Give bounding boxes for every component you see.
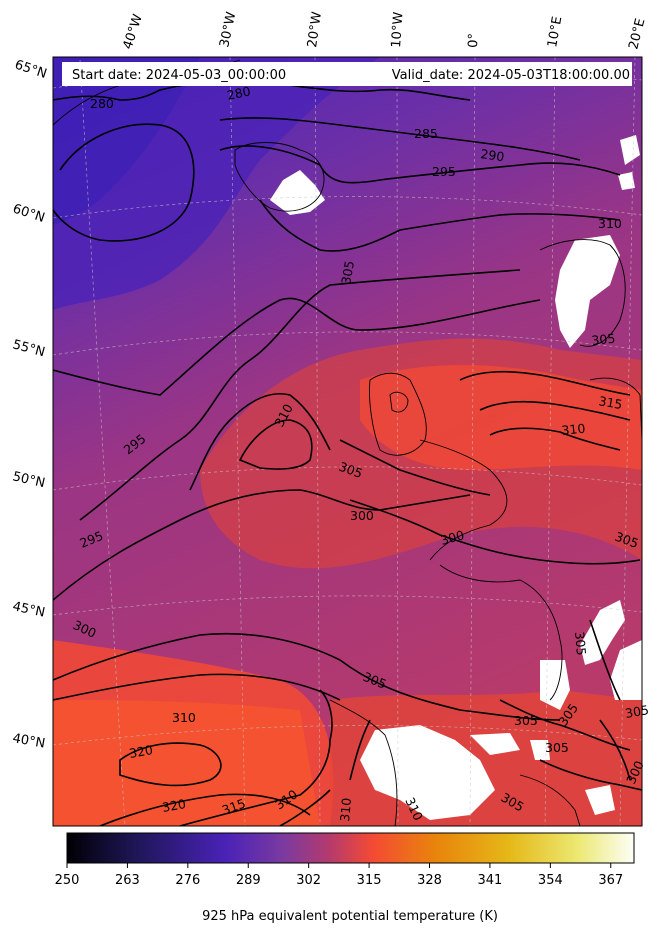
- contour-label: 305: [624, 702, 650, 721]
- coastlines: [53, 59, 642, 826]
- colorbar-tick-label: 302: [296, 873, 321, 888]
- longitude-labels: 40°W 30°W 20°W 10°W 0° 10°E 20°E: [121, 10, 649, 51]
- colorbar-tick-label: 354: [538, 873, 563, 888]
- contour-label: 290: [480, 146, 506, 164]
- colorbar-tick-label: 276: [175, 873, 200, 888]
- contour-label: 315: [597, 393, 623, 412]
- contour-label: 320: [128, 742, 154, 761]
- lon-label: 40°W: [121, 12, 146, 51]
- start-date-text: Start date: 2024-05-03_00:00:00: [72, 68, 286, 83]
- colorbar-ticks: 250 263 276 289 302 315 328 341 354 367: [55, 863, 623, 888]
- colorbar-tick-label: 289: [236, 873, 261, 888]
- header-box: [62, 62, 632, 86]
- lon-label: 20°W: [305, 11, 325, 49]
- contour-label: 295: [432, 164, 456, 179]
- colorbar-tick-label: 341: [478, 873, 503, 888]
- contour-label: 305: [591, 331, 616, 348]
- lat-label: 60°N: [11, 202, 47, 226]
- lon-label: 0°: [466, 33, 482, 48]
- contour-label: 305: [338, 259, 357, 285]
- contour-label: 310: [598, 216, 622, 231]
- lon-label: 10°W: [389, 11, 406, 48]
- colorbar-tick-label: 250: [55, 873, 80, 888]
- contour-label: 300: [439, 527, 466, 548]
- lon-label: 30°W: [217, 10, 239, 48]
- map-frame: [52, 56, 643, 827]
- colorbar-tick-label: 263: [115, 873, 140, 888]
- lat-label: 45°N: [11, 599, 46, 620]
- contour-label: 310: [561, 421, 586, 438]
- graticule: [53, 57, 642, 826]
- latitude-labels: 65°N 60°N 55°N 50°N 45°N 40°N: [11, 58, 49, 752]
- contour-label: 285: [414, 126, 438, 141]
- isotherms: [53, 80, 642, 826]
- masked-terrain: [270, 135, 642, 820]
- temperature-field: [53, 57, 642, 826]
- colorbar-tick-label: 315: [357, 873, 382, 888]
- lat-label: 55°N: [11, 337, 47, 360]
- contour-label: 280: [226, 83, 253, 103]
- contour-label: 305: [572, 631, 589, 656]
- lon-label: 20°E: [626, 17, 648, 51]
- contour-label: 320: [161, 796, 187, 815]
- contour-labels: 280 280 285 290 295 305 310 310 295 315 …: [71, 83, 650, 823]
- colorbar: [66, 832, 635, 864]
- lon-label: 10°E: [545, 15, 565, 48]
- contour-label: 300: [350, 508, 374, 523]
- colorbar-tick-label: 367: [598, 873, 623, 888]
- contour-label: 310: [172, 710, 196, 725]
- lat-label: 40°N: [11, 731, 46, 751]
- contour-label: 310: [337, 797, 354, 822]
- contour-label: 305: [545, 740, 569, 755]
- lat-label: 50°N: [11, 469, 46, 491]
- contour-label: 280: [90, 96, 114, 111]
- valid-date-text: Valid_date: 2024-05-03T18:00:00.00: [392, 68, 630, 83]
- lat-label: 65°N: [13, 58, 49, 82]
- contour-label: 305: [514, 713, 538, 728]
- colorbar-label: 925 hPa equivalent potential temperature…: [202, 909, 498, 924]
- colorbar-tick-label: 328: [417, 873, 442, 888]
